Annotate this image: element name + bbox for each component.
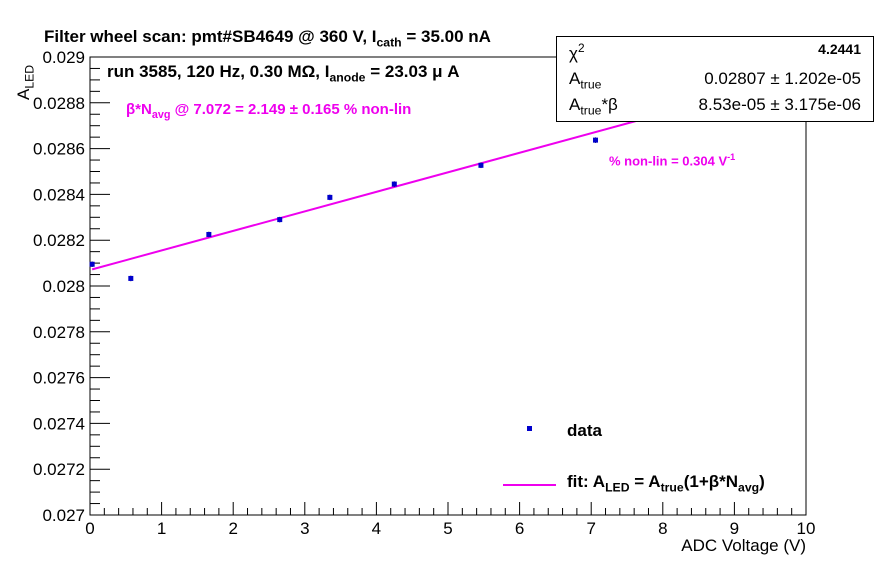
- x-tick-label: 0: [85, 519, 94, 538]
- chart-title: Filter wheel scan: pmt#SB4649 @ 360 V, I…: [44, 27, 491, 50]
- data-point: [592, 137, 598, 143]
- x-tick-label: 9: [730, 519, 739, 538]
- legend-data-label: data: [567, 421, 602, 440]
- stats-label: χ2: [569, 41, 585, 64]
- x-axis-label: ADC Voltage (V): [681, 536, 806, 555]
- x-tick-label: 4: [372, 519, 381, 538]
- data-point: [277, 216, 283, 223]
- fit-line: [91, 120, 636, 271]
- y-tick-label: 0.0288: [33, 94, 85, 113]
- legend-data-marker: [527, 426, 532, 431]
- y-tick-label: 0.027: [42, 506, 85, 525]
- stats-value: 0.02807 ± 1.202e-05: [704, 69, 861, 88]
- x-tick-label: 5: [443, 519, 452, 538]
- y-axis-label: ALED: [14, 64, 37, 100]
- x-tick-label: 3: [300, 519, 309, 538]
- x-tick-label: 2: [228, 519, 237, 538]
- data-marker: [128, 275, 134, 281]
- legend-marks: [503, 426, 556, 486]
- stats-row-atrue-beta: Atrue*β 8.53e-05 ± 3.175e-06: [569, 95, 861, 121]
- x-tick-label: 1: [157, 519, 166, 538]
- run-info: run 3585, 120 Hz, 0.30 MΩ, Ianode = 23.0…: [107, 62, 460, 85]
- stats-value: 8.53e-05 ± 3.175e-06: [698, 95, 861, 114]
- data-marker: [592, 137, 598, 143]
- plot-frame: [89, 56, 807, 516]
- stats-label: Atrue: [569, 69, 602, 92]
- stats-value: 4.2441: [818, 41, 861, 57]
- legend-fit-label: fit: ALED = Atrue(1+β*Navg): [567, 472, 765, 495]
- y-tick-label: 0.0272: [33, 460, 85, 479]
- data-marker: [327, 194, 333, 200]
- data-marker: [89, 261, 95, 267]
- data-point: [206, 231, 212, 238]
- x-axis: 0 1 2 3 4 5 6 7 8 9 10: [85, 502, 815, 538]
- data-marker: [277, 217, 283, 223]
- y-tick-label: 0.0284: [33, 185, 85, 204]
- y-tick-label: 0.0276: [33, 369, 85, 388]
- y-axis: 0.027 0.0272 0.0274 0.0276 0.0278 0.028 0.0282…: [33, 48, 110, 525]
- stats-box: χ2 4.2441 Atrue 0.02807 ± 1.202e-05 Atru…: [556, 36, 874, 122]
- stats-row-chi2: χ2 4.2441: [569, 41, 861, 67]
- data-point: [478, 162, 484, 169]
- data-point: [391, 181, 397, 187]
- data-marker: [478, 162, 484, 168]
- y-tick-label: 0.0274: [33, 414, 85, 433]
- data-point: [327, 194, 333, 201]
- y-tick-label: 0.029: [42, 48, 85, 67]
- x-tick-label: 6: [515, 519, 524, 538]
- fit-layer: [91, 120, 636, 271]
- stats-label: Atrue*β: [569, 95, 618, 118]
- y-tick-label: 0.028: [42, 277, 85, 296]
- data-marker: [391, 181, 397, 187]
- x-tick-label: 8: [658, 519, 667, 538]
- data-layer: [89, 137, 598, 282]
- y-tick-label: 0.0278: [33, 323, 85, 342]
- x-tick-label: 7: [586, 519, 595, 538]
- stats-row-atrue: Atrue 0.02807 ± 1.202e-05: [569, 69, 861, 95]
- nonlin-annotation: β*Navg @ 7.072 = 2.149 ± 0.165 % non-lin: [126, 101, 412, 121]
- data-point: [89, 261, 95, 267]
- x-tick-label: 10: [797, 519, 816, 538]
- data-marker: [206, 231, 212, 237]
- slope-annotation: % non-lin = 0.304 V-1: [609, 152, 736, 169]
- y-tick-label: 0.0282: [33, 231, 85, 250]
- data-point: [128, 275, 134, 282]
- y-tick-label: 0.0286: [33, 140, 85, 159]
